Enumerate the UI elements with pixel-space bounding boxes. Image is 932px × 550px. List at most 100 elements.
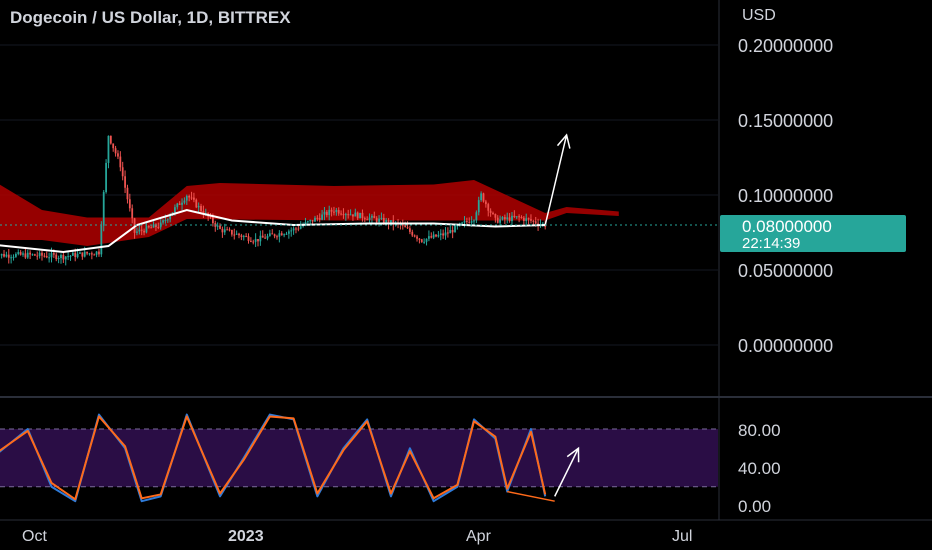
projection-arrow: [544, 133, 571, 226]
candle-body: [285, 233, 288, 235]
candle-body: [147, 226, 150, 228]
candle-body: [19, 252, 22, 255]
candle-body: [264, 237, 267, 239]
candle-body: [176, 203, 179, 208]
candle-body: [221, 228, 224, 233]
candle-body: [238, 233, 240, 236]
candle-body: [352, 214, 354, 217]
time-axis[interactable]: Oct 2023 Apr Jul: [0, 519, 932, 545]
candle-body: [5, 254, 8, 257]
candle-body: [484, 201, 487, 205]
candle-body: [107, 135, 110, 163]
cloud-area: [0, 180, 619, 246]
candle-body: [295, 228, 297, 230]
candle-body: [530, 219, 532, 221]
stochastic-pane[interactable]: [0, 413, 718, 503]
candle-body: [164, 220, 167, 222]
candle-body: [432, 234, 435, 238]
candle-body: [169, 215, 172, 220]
candle-body: [475, 212, 478, 221]
candle-body: [347, 214, 350, 216]
stochastic-axis[interactable]: 80.00 40.00 0.00: [738, 421, 781, 516]
moving-average-path: [0, 208, 546, 254]
candle-body: [366, 219, 369, 221]
candle-body: [112, 143, 115, 149]
candle-body: [157, 227, 160, 229]
osc-tick-label: 80.00: [738, 421, 781, 440]
time-tick-label: Apr: [466, 528, 492, 545]
candle-body: [242, 236, 245, 238]
candle-body: [3, 254, 5, 257]
candle-body: [102, 192, 105, 226]
candle-body: [290, 230, 293, 232]
candle-body: [330, 209, 333, 212]
candle-body: [449, 230, 452, 234]
candle-body: [36, 255, 39, 257]
candle-body: [420, 239, 423, 242]
candle-body: [280, 233, 283, 236]
candle-body: [499, 219, 502, 223]
candle-body: [401, 224, 404, 226]
candle-body: [328, 209, 331, 216]
moving-average-line: [0, 208, 546, 254]
candle-body: [52, 253, 55, 255]
candle-body: [413, 235, 416, 237]
candle-body: [22, 253, 24, 255]
candle-body: [349, 214, 352, 216]
candle-body: [454, 225, 456, 233]
candle-body: [76, 253, 79, 258]
candle-body: [254, 238, 257, 242]
candle-body: [271, 233, 274, 235]
candle-body: [342, 214, 345, 216]
price-pane[interactable]: [0, 44, 718, 346]
candle-body: [162, 220, 164, 223]
candle-body: [212, 216, 214, 224]
candle-body: [496, 217, 499, 223]
candle-body: [382, 217, 385, 224]
candle-body: [304, 222, 307, 225]
candle-body: [506, 217, 509, 220]
candle-body: [188, 195, 191, 198]
candle-body: [235, 233, 238, 235]
candle-body: [482, 193, 485, 202]
candle-body: [216, 225, 219, 227]
candle-body: [508, 217, 511, 222]
candle-body: [41, 252, 43, 256]
symbol-title: Dogecoin / US Dollar, 1D, BITTREX: [10, 8, 291, 27]
candle-body: [88, 253, 91, 255]
candle-body: [0, 254, 3, 256]
candle-body: [292, 228, 295, 231]
candle-body: [375, 218, 378, 222]
candle-body: [128, 199, 131, 209]
candle-body: [45, 255, 48, 258]
candle-body: [468, 221, 471, 223]
candle-body: [259, 235, 262, 242]
candle-body: [525, 218, 528, 222]
time-tick-label: Jul: [672, 528, 692, 545]
candle-body: [136, 231, 138, 233]
price-axis[interactable]: USD 0.20000000 0.15000000 0.10000000 0.0…: [720, 7, 906, 356]
candle-body: [93, 254, 96, 256]
candle-body: [152, 224, 155, 228]
candle-body: [306, 221, 309, 223]
candle-body: [247, 236, 250, 241]
candle-body: [268, 233, 271, 236]
candle-body: [444, 232, 447, 236]
candle-body: [83, 251, 86, 257]
price-tick-label: 0.05000000: [738, 261, 833, 281]
candle-body: [287, 231, 290, 234]
price-tick-label: 0.20000000: [738, 36, 833, 56]
candle-body: [10, 257, 13, 259]
candle-body: [325, 211, 328, 216]
candle-body: [105, 162, 107, 193]
candle-body: [416, 236, 418, 239]
candle-body: [515, 216, 518, 218]
candle-body: [430, 236, 433, 238]
candle-body: [100, 225, 103, 255]
candle-body: [437, 234, 440, 237]
stochastic-arrow-head: [566, 446, 580, 463]
ichimoku-cloud: [0, 180, 619, 246]
candle-body: [532, 220, 535, 222]
candle-body: [501, 217, 504, 220]
